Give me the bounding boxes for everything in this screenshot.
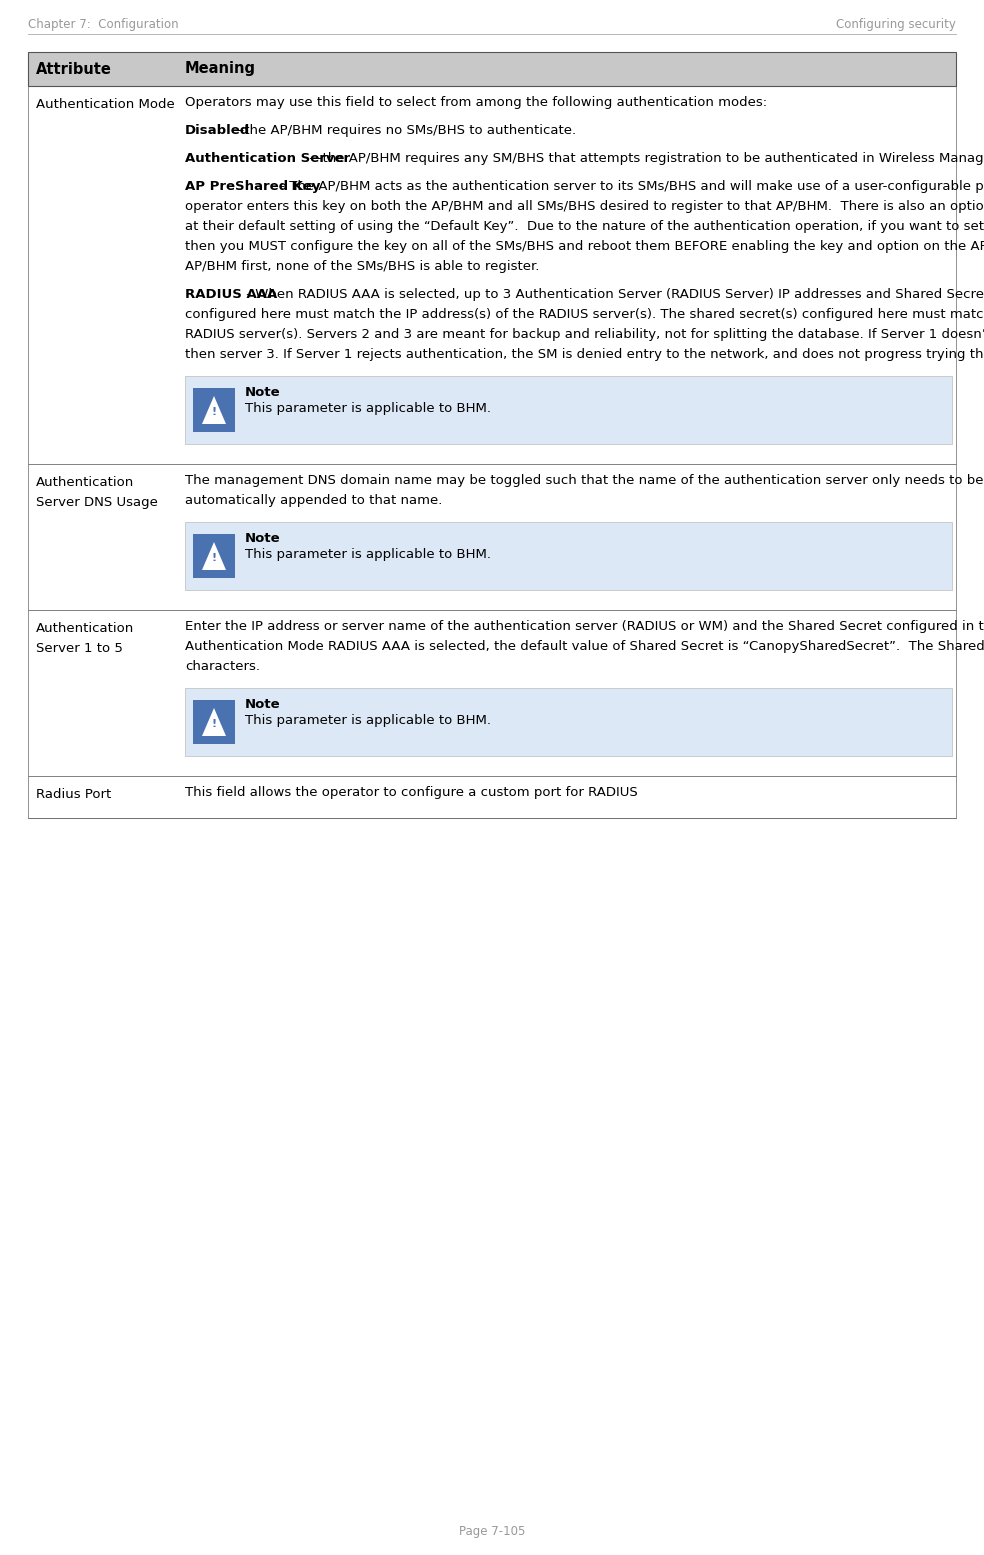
Text: Authentication Server: Authentication Server bbox=[185, 152, 350, 165]
Bar bbox=[28, 86, 956, 463]
Bar bbox=[185, 687, 952, 756]
Text: automatically appended to that name.: automatically appended to that name. bbox=[185, 494, 443, 507]
Bar bbox=[193, 533, 235, 578]
Text: Chapter 7:  Configuration: Chapter 7: Configuration bbox=[28, 19, 179, 31]
Text: then you MUST configure the key on all of the SMs/BHS and reboot them BEFORE ena: then you MUST configure the key on all o… bbox=[185, 239, 984, 253]
Text: AP PreShared Key: AP PreShared Key bbox=[185, 180, 321, 193]
Text: Authentication Mode RADIUS AAA is selected, the default value of Shared Secret i: Authentication Mode RADIUS AAA is select… bbox=[185, 641, 984, 653]
Text: Meaning: Meaning bbox=[185, 62, 256, 76]
Text: This parameter is applicable to BHM.: This parameter is applicable to BHM. bbox=[245, 547, 491, 561]
Text: !: ! bbox=[212, 407, 216, 417]
Text: Authentication: Authentication bbox=[36, 622, 134, 634]
Text: Radius Port: Radius Port bbox=[36, 788, 111, 801]
Bar bbox=[28, 610, 956, 776]
Text: —the AP/BHM requires any SM/BHS that attempts registration to be authenticated i: —the AP/BHM requires any SM/BHS that att… bbox=[305, 152, 984, 165]
Text: Server 1 to 5: Server 1 to 5 bbox=[36, 642, 123, 655]
Bar bbox=[185, 522, 952, 589]
Text: !: ! bbox=[212, 718, 216, 729]
Bar bbox=[193, 389, 235, 432]
Text: Page 7-105: Page 7-105 bbox=[459, 1525, 525, 1538]
Text: The management DNS domain name may be toggled such that the name of the authenti: The management DNS domain name may be to… bbox=[185, 474, 984, 487]
Text: Enter the IP address or server name of the authentication server (RADIUS or WM) : Enter the IP address or server name of t… bbox=[185, 620, 984, 633]
Text: RADIUS server(s). Servers 2 and 3 are meant for backup and reliability, not for : RADIUS server(s). Servers 2 and 3 are me… bbox=[185, 328, 984, 341]
Text: Configuring security: Configuring security bbox=[836, 19, 956, 31]
Text: Attribute: Attribute bbox=[36, 62, 112, 76]
Text: AP/BHM first, none of the SMs/BHS is able to register.: AP/BHM first, none of the SMs/BHS is abl… bbox=[185, 260, 539, 274]
Text: This parameter is applicable to BHM.: This parameter is applicable to BHM. bbox=[245, 714, 491, 728]
Text: Note: Note bbox=[245, 386, 280, 400]
Polygon shape bbox=[202, 397, 226, 425]
Bar bbox=[28, 463, 956, 610]
Text: This parameter is applicable to BHM.: This parameter is applicable to BHM. bbox=[245, 403, 491, 415]
Text: at their default setting of using the “Default Key”.  Due to the nature of the a: at their default setting of using the “D… bbox=[185, 219, 984, 233]
Text: characters.: characters. bbox=[185, 659, 260, 673]
Text: Operators may use this field to select from among the following authentication m: Operators may use this field to select f… bbox=[185, 96, 768, 109]
Polygon shape bbox=[202, 708, 226, 736]
Text: Authentication Mode: Authentication Mode bbox=[36, 98, 175, 110]
Text: Server DNS Usage: Server DNS Usage bbox=[36, 496, 157, 508]
Bar bbox=[28, 776, 956, 818]
Bar bbox=[185, 376, 952, 445]
Text: This field allows the operator to configure a custom port for RADIUS: This field allows the operator to config… bbox=[185, 785, 638, 799]
Text: configured here must match the IP address(s) of the RADIUS server(s). The shared: configured here must match the IP addres… bbox=[185, 308, 984, 320]
Polygon shape bbox=[202, 543, 226, 571]
Text: !: ! bbox=[212, 554, 216, 563]
Text: Note: Note bbox=[245, 698, 280, 711]
Text: —the AP/BHM requires no SMs/BHS to authenticate.: —the AP/BHM requires no SMs/BHS to authe… bbox=[230, 124, 576, 137]
Text: then server 3. If Server 1 rejects authentication, the SM is denied entry to the: then server 3. If Server 1 rejects authe… bbox=[185, 348, 984, 361]
Text: RADIUS AAA: RADIUS AAA bbox=[185, 288, 277, 302]
Text: Note: Note bbox=[245, 532, 280, 544]
Text: - The AP/BHM acts as the authentication server to its SMs/BHS and will make use : - The AP/BHM acts as the authentication … bbox=[277, 180, 984, 193]
Text: Disabled: Disabled bbox=[185, 124, 250, 137]
Text: Authentication: Authentication bbox=[36, 476, 134, 488]
Text: - When RADIUS AAA is selected, up to 3 Authentication Server (RADIUS Server) IP : - When RADIUS AAA is selected, up to 3 A… bbox=[242, 288, 984, 302]
Text: operator enters this key on both the AP/BHM and all SMs/BHS desired to register : operator enters this key on both the AP/… bbox=[185, 201, 984, 213]
Bar bbox=[193, 700, 235, 743]
Bar bbox=[28, 51, 956, 86]
